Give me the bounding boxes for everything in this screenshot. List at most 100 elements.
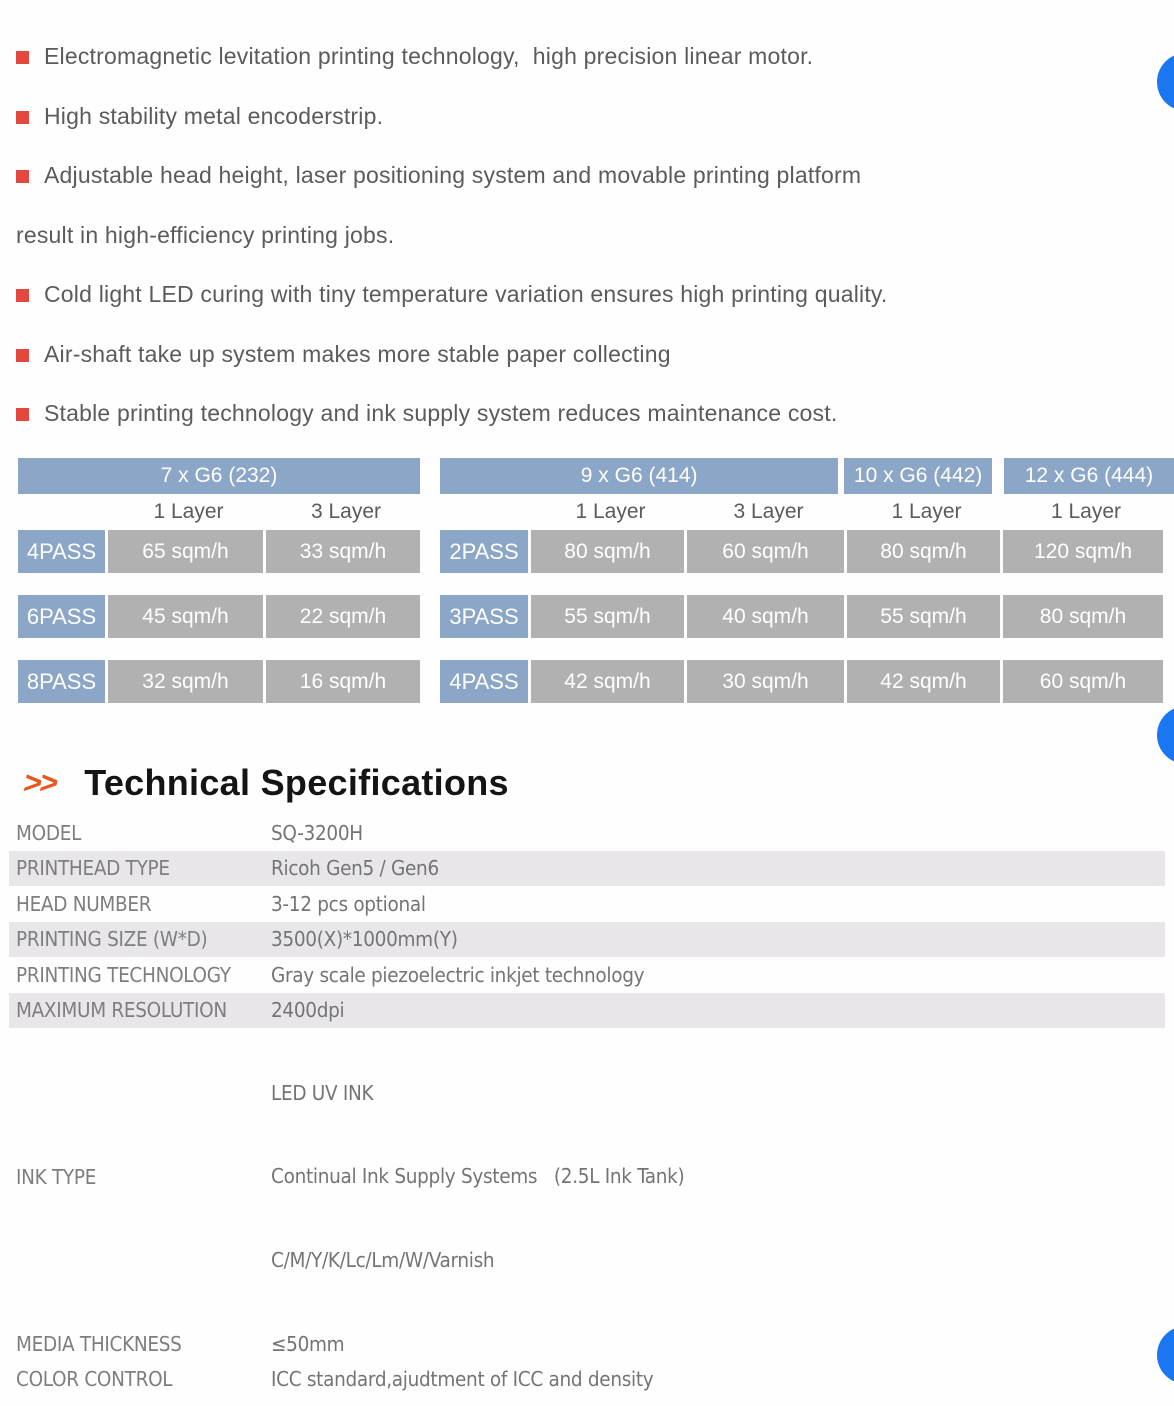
speed-value-cell: 42 sqm/h bbox=[531, 660, 684, 703]
spec-row-printing-technology: PRINTING TECHNOLOGY Gray scale piezoelec… bbox=[9, 957, 1165, 993]
feature-text: High stability metal encoderstrip. bbox=[44, 102, 384, 129]
spec-label: MEDIA THICKNESS bbox=[16, 1331, 182, 1356]
bullet-square-icon bbox=[16, 408, 29, 422]
bullet-square-icon bbox=[16, 348, 29, 362]
spec-value: SQ-3200H bbox=[271, 820, 363, 845]
pass-cell: 2PASS bbox=[440, 530, 528, 573]
speed-value-cell: 60 sqm/h bbox=[1003, 660, 1163, 703]
spec-value: Gray scale piezoelectric inkjet technolo… bbox=[271, 962, 645, 987]
feature-item: Stable printing technology and ink suppl… bbox=[16, 384, 1134, 444]
speed-value-cell: 65 sqm/h bbox=[108, 530, 263, 573]
speed-group-9-10-12xg6: 9 x G6 (414) 10 x G6 (442) 12 x G6 (444)… bbox=[440, 458, 1174, 703]
speed-value-cell: 30 sqm/h bbox=[687, 660, 844, 703]
feature-text: Stable printing technology and ink suppl… bbox=[44, 400, 838, 427]
speed-row: 6PASS 45 sqm/h 22 sqm/h bbox=[18, 595, 420, 638]
pass-cell: 6PASS bbox=[18, 595, 105, 638]
feature-item-continuation: result in high-efficiency printing jobs. bbox=[16, 206, 1134, 266]
speed-value-cell: 40 sqm/h bbox=[687, 595, 844, 638]
spec-row-color-control: COLOR CONTROL ICC standard,ajudtment of … bbox=[9, 1361, 1165, 1397]
pass-cell: 3PASS bbox=[440, 595, 528, 638]
section-title: Technical Specifications bbox=[84, 762, 509, 803]
feature-text: Adjustable head height, laser positionin… bbox=[44, 162, 862, 189]
spec-row-media-thickness: MEDIA THICKNESS ≤50mm bbox=[9, 1326, 1165, 1362]
column-header-10xg6: 10 x G6 (442) bbox=[844, 458, 992, 494]
layer-label-row: 1 Layer 3 Layer 1 Layer 1 Layer bbox=[440, 497, 1174, 527]
section-heading: >> Technical Specifications bbox=[21, 760, 509, 806]
spec-value: LED UV INK Continual Ink Supply Systems … bbox=[271, 1028, 1165, 1326]
spec-label: INK TYPE bbox=[16, 1164, 97, 1189]
feature-text: Air-shaft take up system makes more stab… bbox=[44, 340, 671, 367]
speed-value-cell: 22 sqm/h bbox=[266, 595, 420, 638]
floating-action-button[interactable] bbox=[1157, 1326, 1174, 1384]
speed-row: 2PASS 80 sqm/h 60 sqm/h 80 sqm/h 120 sqm… bbox=[440, 530, 1174, 573]
bullet-square-icon bbox=[16, 110, 29, 124]
spec-label: COLOR CONTROL bbox=[16, 1367, 173, 1392]
speed-value-cell: 60 sqm/h bbox=[687, 530, 844, 573]
column-header-9xg6: 9 x G6 (414) bbox=[440, 458, 839, 494]
speed-value-cell: 55 sqm/h bbox=[847, 595, 1000, 638]
spec-value: 3-12 pcs optional bbox=[271, 891, 426, 916]
spec-label: HEAD NUMBER bbox=[16, 891, 152, 916]
spec-label: MAXIMUM RESOLUTION bbox=[16, 998, 227, 1023]
layer-label: 3 Layer bbox=[733, 500, 804, 523]
speed-row: 8PASS 32 sqm/h 16 sqm/h bbox=[18, 660, 420, 703]
feature-text: result in high-efficiency printing jobs. bbox=[16, 221, 395, 248]
speed-value-cell: 42 sqm/h bbox=[847, 660, 1000, 703]
spec-row-printing-size: PRINTING SIZE (W*D) 3500(X)*1000mm(Y) bbox=[9, 921, 1165, 957]
speed-value-cell: 45 sqm/h bbox=[108, 595, 263, 638]
speed-value-cell: 33 sqm/h bbox=[266, 530, 420, 573]
feature-item: Electromagnetic levitation printing tech… bbox=[16, 27, 1134, 87]
bullet-square-icon bbox=[16, 51, 29, 65]
feature-text: Cold light LED curing with tiny temperat… bbox=[44, 281, 888, 308]
speed-value-cell: 32 sqm/h bbox=[108, 660, 263, 703]
spec-row-maximum-resolution: MAXIMUM RESOLUTION 2400dpi bbox=[9, 992, 1165, 1028]
spec-label: MODEL bbox=[16, 820, 82, 845]
speed-row: 4PASS 42 sqm/h 30 sqm/h 42 sqm/h 60 sqm/… bbox=[440, 660, 1174, 703]
spec-value: 2400dpi bbox=[271, 998, 345, 1023]
spec-value: ≤50mm bbox=[271, 1331, 345, 1356]
speed-value-cell: 80 sqm/h bbox=[847, 530, 1000, 573]
pass-cell: 4PASS bbox=[440, 660, 528, 703]
layer-label-row: 1 Layer 3 Layer bbox=[18, 497, 420, 527]
spec-label: RIP bbox=[16, 1403, 271, 1406]
layer-label: 3 Layer bbox=[310, 500, 382, 523]
spec-value-line: Continual Ink Supply Systems (2.5L Ink T… bbox=[271, 1164, 685, 1189]
speed-value-cell: 80 sqm/h bbox=[1003, 595, 1163, 638]
spec-value: Ricoh Gen5 / Gen6 bbox=[271, 856, 439, 881]
speed-value-cell: 80 sqm/h bbox=[531, 530, 684, 573]
speed-value-cell: 120 sqm/h bbox=[1003, 530, 1163, 573]
spec-row-head-number: HEAD NUMBER 3-12 pcs optional bbox=[9, 886, 1165, 922]
speed-row: 3PASS 55 sqm/h 40 sqm/h 55 sqm/h 80 sqm/… bbox=[440, 595, 1174, 638]
spec-row-rip: RIP ONXY bbox=[9, 1397, 1165, 1406]
feature-item: High stability metal encoderstrip. bbox=[16, 87, 1134, 147]
spec-label: PRINTING TECHNOLOGY bbox=[16, 962, 231, 987]
speed-value-cell: 16 sqm/h bbox=[266, 660, 420, 703]
feature-item: Adjustable head height, laser positionin… bbox=[16, 146, 1134, 206]
spec-label: PRINTHEAD TYPE bbox=[16, 856, 170, 881]
column-header-7xg6: 7 x G6 (232) bbox=[18, 458, 420, 494]
bullet-square-icon bbox=[16, 289, 29, 303]
floating-action-button[interactable] bbox=[1157, 53, 1174, 111]
feature-text: Electromagnetic levitation printing tech… bbox=[44, 43, 814, 70]
layer-label: 1 Layer bbox=[153, 500, 224, 523]
speed-value-cell: 55 sqm/h bbox=[531, 595, 684, 638]
spec-label: PRINTING SIZE (W*D) bbox=[16, 927, 208, 952]
feature-list: Electromagnetic levitation printing tech… bbox=[16, 27, 1134, 444]
print-speed-table: 7 x G6 (232) 1 Layer 3 Layer 4PASS 65 sq… bbox=[0, 458, 1174, 708]
feature-item: Air-shaft take up system makes more stab… bbox=[16, 325, 1134, 385]
spec-value: ONXY bbox=[271, 1403, 1165, 1406]
spec-row-ink-type: INK TYPE LED UV INK Continual Ink Supply… bbox=[9, 1028, 1165, 1326]
double-chevron-icon: >> bbox=[21, 765, 60, 800]
layer-label: 1 Layer bbox=[575, 500, 646, 523]
spec-table: MODEL SQ-3200H PRINTHEAD TYPE Ricoh Gen5… bbox=[0, 815, 1174, 1406]
layer-label: 1 Layer bbox=[1050, 500, 1122, 523]
spec-value-line: C/M/Y/K/Lc/Lm/W/Varnish bbox=[271, 1247, 495, 1272]
floating-action-button[interactable] bbox=[1157, 706, 1174, 764]
column-header-12xg6: 12 x G6 (444) bbox=[1003, 458, 1174, 494]
spec-value: 3500(X)*1000mm(Y) bbox=[271, 927, 458, 952]
layer-label: 1 Layer bbox=[891, 500, 962, 523]
feature-item: Cold light LED curing with tiny temperat… bbox=[16, 265, 1134, 325]
pass-cell: 4PASS bbox=[18, 530, 105, 573]
spec-row-model: MODEL SQ-3200H bbox=[9, 815, 1165, 851]
